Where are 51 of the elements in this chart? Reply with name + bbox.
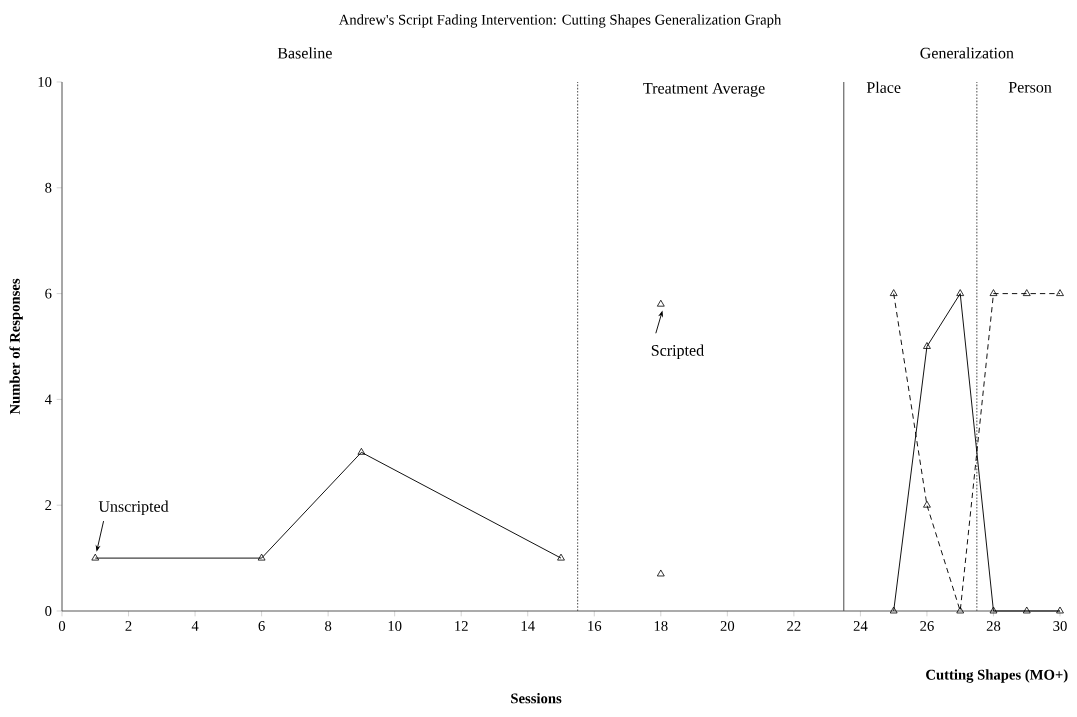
point [257, 553, 266, 561]
x-tick-label: 26 [920, 621, 934, 631]
point [923, 342, 931, 349]
x-tick-label: 14 [521, 621, 535, 631]
point [1022, 289, 1031, 296]
y-tick-label: 10 [38, 77, 52, 87]
y-tick-label: 0 [45, 606, 52, 616]
x-tick-label: 4 [191, 621, 199, 631]
point [357, 447, 366, 455]
point [1056, 606, 1064, 614]
point [889, 289, 898, 296]
x-tick-label: 30 [1053, 621, 1067, 631]
point [956, 606, 965, 614]
text: Baseline [277, 47, 332, 59]
text: Generalization [920, 47, 1014, 59]
annotation: Scripted [651, 344, 704, 360]
point [1056, 289, 1064, 296]
x-tick-label: 28 [986, 621, 1001, 631]
point [989, 289, 998, 296]
x-tick-label: 6 [258, 621, 265, 631]
x-tick-label: 2 [125, 621, 132, 631]
y-tick-label: 6 [45, 288, 52, 299]
x-tick-label: 22 [787, 621, 801, 631]
point [889, 606, 898, 614]
point [989, 606, 998, 614]
point [956, 289, 965, 296]
x-axis-title: Sessions [511, 693, 562, 704]
annotation: Unscripted [98, 500, 169, 516]
y-tick-label: 2 [45, 500, 52, 511]
y-tick-label: 8 [45, 182, 52, 193]
point [656, 299, 665, 307]
point [91, 553, 100, 561]
x-tick-label: 10 [388, 621, 402, 631]
x-tick-label: 20 [720, 621, 735, 631]
x-tick-label: 24 [853, 621, 868, 631]
annotation: Treatment Average [643, 82, 765, 97]
y-tick-label: 4 [44, 394, 52, 405]
point [923, 500, 931, 508]
x-tick-label: 16 [588, 621, 602, 631]
chart-title: Andrew's Script Fading Intervention: Cutting Shapes Generalization Graph [338, 14, 782, 28]
annotation: Place [866, 81, 901, 93]
x-tick-label: 12 [455, 621, 468, 631]
point [1022, 606, 1031, 614]
point [557, 553, 565, 561]
text: Cutting Shapes (MO+) [926, 669, 1068, 683]
annotation: Person [1008, 81, 1052, 93]
x-tick-label: 8 [325, 621, 332, 631]
y-axis-title: Number of Responses [9, 278, 23, 415]
point [656, 569, 665, 577]
x-tick-label: 18 [654, 621, 668, 631]
x-tick-label: 0 [58, 621, 66, 631]
